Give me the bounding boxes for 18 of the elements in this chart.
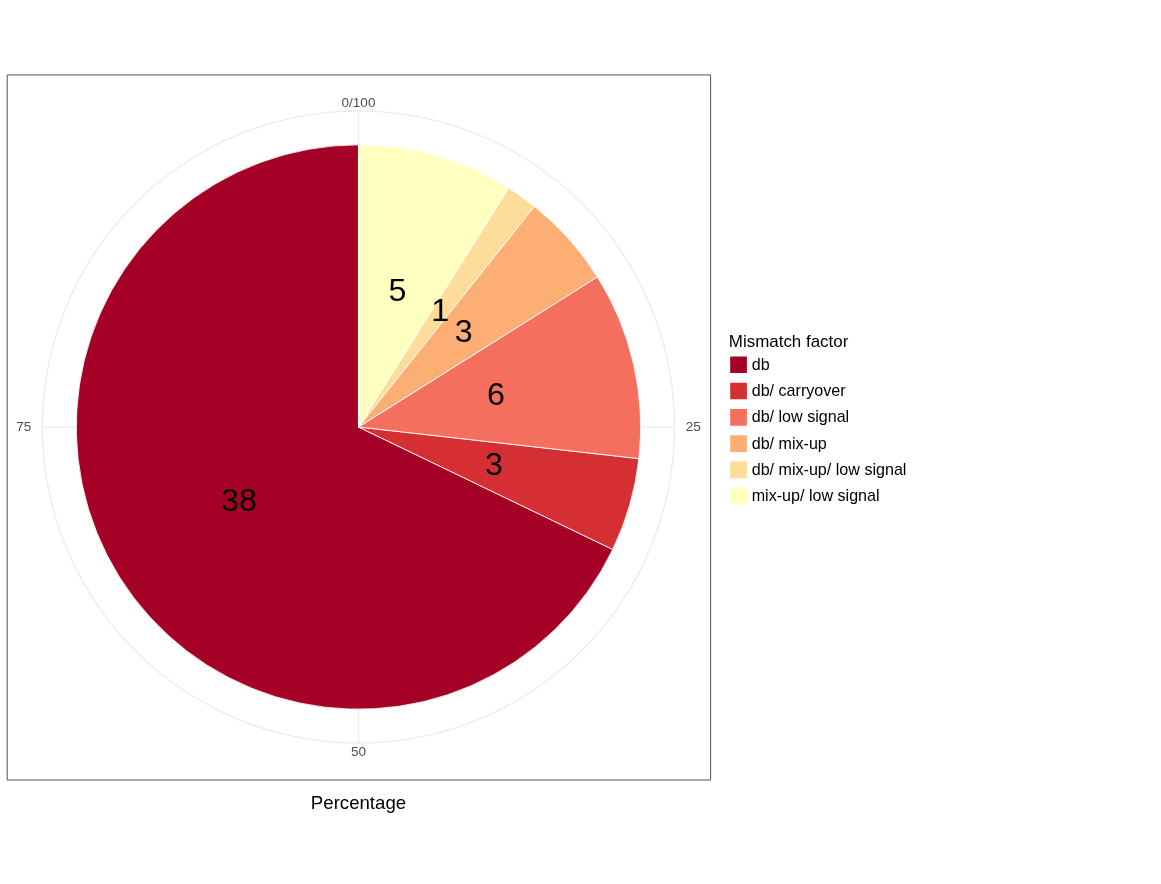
data-label: 3 <box>454 313 473 350</box>
text: 75 <box>16 419 32 435</box>
legend-label: db/ carryover <box>751 381 847 400</box>
text: 50 <box>350 743 367 759</box>
data-label: 3 <box>485 446 504 483</box>
data-label: 5 <box>388 271 407 308</box>
text: 0/100 <box>341 94 376 110</box>
data-label: 6 <box>487 375 505 412</box>
text: Percentage <box>310 792 407 814</box>
text: 25 <box>685 419 701 435</box>
legend-label: db/ mix-up/ low signal <box>751 459 907 478</box>
legend-label: mix-up/ low signal <box>751 486 880 505</box>
legend-label: db/ low signal <box>751 407 850 426</box>
data-label: 38 <box>221 482 257 519</box>
legend-label: db/ mix-up <box>751 433 827 452</box>
legend-title: Mismatch factor <box>728 332 849 352</box>
data-label: 1 <box>431 292 450 329</box>
legend-label: db <box>751 354 770 373</box>
